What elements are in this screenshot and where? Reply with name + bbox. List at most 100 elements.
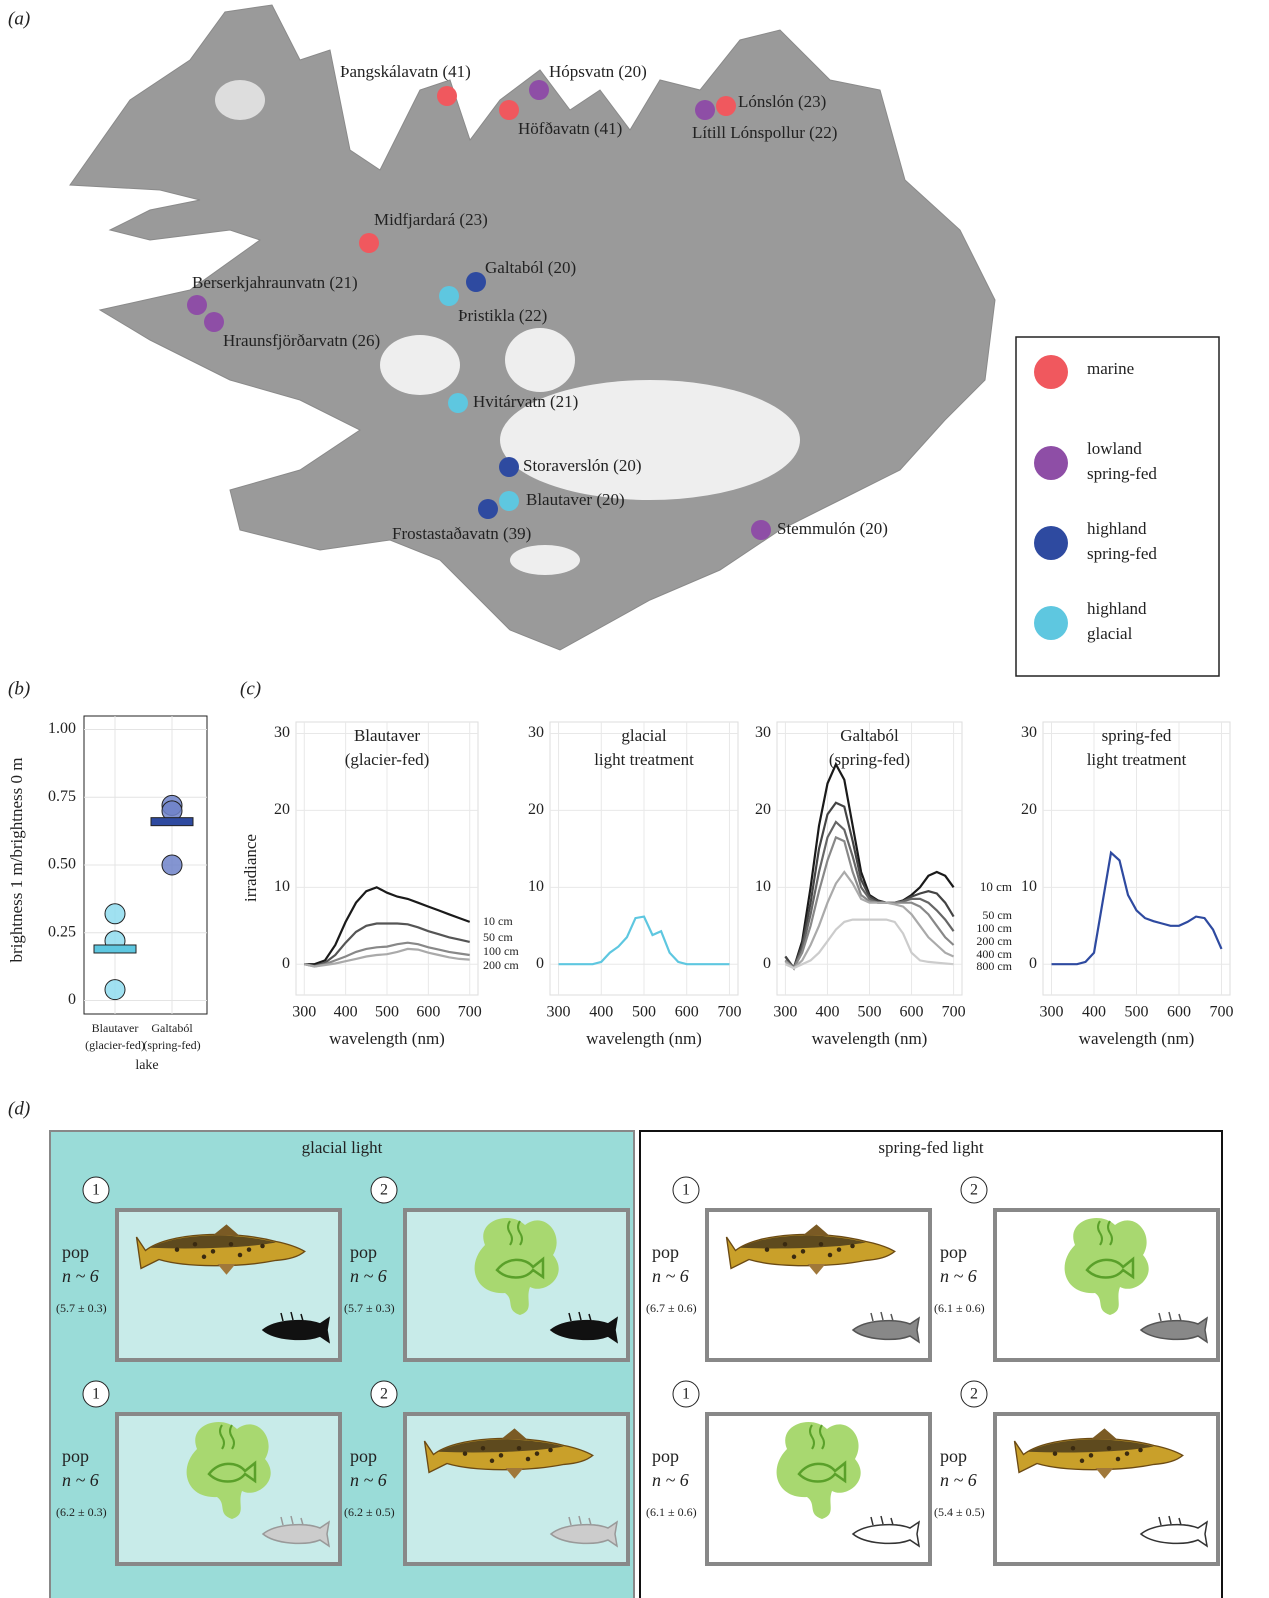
trout-fin — [505, 1468, 524, 1479]
trout-spot — [1124, 1451, 1130, 1456]
x-axis-label: wavelength (nm) — [812, 1029, 928, 1048]
y-tick-label: 30 — [274, 724, 290, 741]
x-tick-label: (spring-fed) — [143, 1038, 200, 1052]
y-tick-label: 10 — [528, 878, 544, 895]
tank-stat: (6.1 ± 0.6) — [646, 1505, 697, 1519]
y-tick-label: 0 — [536, 955, 544, 972]
legend-swatch — [1034, 526, 1068, 560]
series-label: 50 cm — [982, 908, 1012, 922]
series-label: 200 cm — [976, 934, 1012, 948]
cue-fumes — [507, 1220, 523, 1246]
tank-number: 1 — [682, 1182, 690, 1199]
tank-n: n ~ 6 — [62, 1266, 99, 1286]
y-tick-label: 20 — [1021, 801, 1037, 818]
box-title: glacial light — [302, 1138, 383, 1157]
x-tick-label: 300 — [773, 1004, 797, 1021]
x-tick-label: 700 — [942, 1004, 966, 1021]
trout-spot — [192, 1241, 198, 1247]
trout-fin — [213, 1224, 240, 1237]
site-label: Höfðavatn (41) — [518, 119, 622, 138]
trout-spot — [818, 1241, 824, 1247]
subplot-title: glacial — [621, 726, 667, 745]
y-tick-label: 10 — [1021, 878, 1037, 895]
line — [304, 947, 470, 968]
cue-fish — [1085, 1256, 1135, 1280]
odour-cue — [186, 1421, 271, 1519]
x-axis-label: wavelength (nm) — [1079, 1029, 1195, 1048]
site-marker — [499, 491, 519, 511]
subplot-title: light treatment — [594, 750, 694, 769]
line — [784, 801, 955, 971]
site-label: Þangskálavatn (41) — [340, 62, 471, 81]
trout-spot — [1088, 1453, 1094, 1458]
y-tick-label: 30 — [1021, 724, 1037, 741]
tank-number: 2 — [380, 1182, 388, 1199]
site-marker — [437, 86, 457, 106]
trout-fin — [501, 1428, 528, 1441]
tank-n: n ~ 6 — [62, 1470, 99, 1490]
y-tick-label: 0.50 — [48, 856, 76, 873]
tank-number: 2 — [380, 1386, 388, 1403]
trout-spot — [462, 1451, 468, 1456]
legend-swatch — [1034, 606, 1068, 640]
x-tick-label: 700 — [1210, 1004, 1234, 1021]
subplot-title: (spring-fed) — [829, 750, 910, 769]
site-label: Midfjardará (23) — [374, 210, 488, 229]
legend-label: glacial — [1087, 624, 1133, 643]
x-tick-label: (glacier-fed) — [85, 1038, 145, 1052]
tank-number: 2 — [970, 1386, 978, 1403]
legend-label: lowland — [1087, 439, 1142, 458]
site-marker — [499, 100, 519, 120]
series-label: 100 cm — [976, 921, 1012, 935]
tank-stat: (5.7 ± 0.3) — [344, 1301, 395, 1315]
y-axis-label: irradiance — [241, 834, 260, 902]
tank-number-circle — [960, 1380, 988, 1408]
mean-bar — [93, 944, 137, 954]
panel-label: (d) — [8, 1098, 30, 1119]
x-tick-label: 400 — [815, 1004, 839, 1021]
cue-fumes — [219, 1424, 235, 1450]
trout-spot — [1052, 1451, 1058, 1456]
x-tick-label: 700 — [458, 1004, 482, 1021]
trout-fin — [1091, 1428, 1118, 1441]
glacier — [500, 380, 800, 500]
y-tick-label: 20 — [755, 801, 771, 818]
tank-number: 2 — [970, 1182, 978, 1199]
tank-n: n ~ 6 — [350, 1266, 387, 1286]
trout-spot — [836, 1247, 842, 1252]
trout-spot — [498, 1453, 504, 1458]
x-tick-label: 400 — [334, 1004, 358, 1021]
site-label: Frostastaðavatn (39) — [392, 524, 531, 543]
site-marker — [529, 80, 549, 100]
tank-number: 1 — [92, 1182, 100, 1199]
site-marker — [466, 272, 486, 292]
trout-spot — [764, 1247, 770, 1252]
site-label: Stemmulón (20) — [777, 519, 888, 538]
y-tick-label: 0.25 — [48, 923, 76, 940]
series-label: 200 cm — [483, 958, 519, 972]
odour-cue — [776, 1421, 861, 1519]
y-tick-label: 0 — [1029, 955, 1037, 972]
glacier — [380, 335, 460, 395]
trout-fin — [807, 1264, 826, 1275]
legend-label: marine — [1087, 359, 1134, 378]
tank-number-circle — [672, 1176, 700, 1204]
site-label: Berserkjahraunvatn (21) — [192, 273, 358, 292]
trout-spot — [548, 1447, 553, 1453]
series-label: 800 cm — [976, 959, 1012, 973]
y-tick-label: 0 — [68, 991, 76, 1008]
trout-spot — [1138, 1447, 1143, 1453]
panel-label: (b) — [8, 678, 30, 699]
x-axis-label: wavelength (nm) — [329, 1029, 445, 1048]
treatment-box: glacial light 1 pop n ~ 6 (5.7 ± 0.3) 2 pop n ~… — [49, 1130, 635, 1598]
trout — [1013, 1428, 1184, 1479]
tank-number-circle — [82, 1176, 110, 1204]
trout-spot — [237, 1252, 243, 1258]
tank-number-circle — [370, 1176, 398, 1204]
tank-stat: (6.2 ± 0.3) — [56, 1505, 107, 1519]
site-label: Blautaver (20) — [526, 490, 625, 509]
tank-n: n ~ 6 — [652, 1470, 689, 1490]
x-tick-label: 500 — [858, 1004, 882, 1021]
cue-cloud — [1064, 1217, 1149, 1315]
subplot-title: (glacier-fed) — [345, 750, 430, 769]
